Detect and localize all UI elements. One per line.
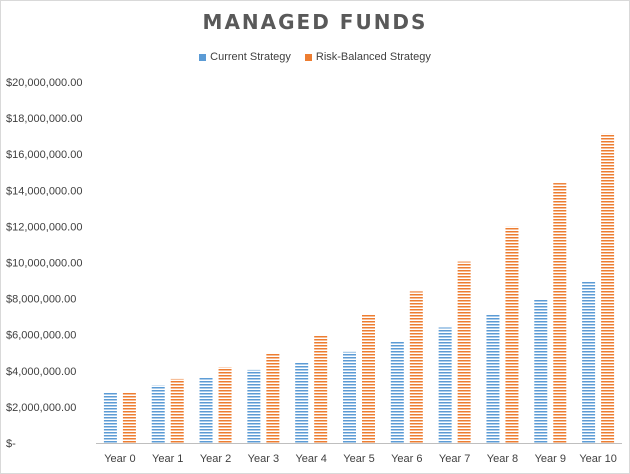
y-tick-label: $20,000,000.00 [6, 77, 82, 89]
bar-risk-balanced-strategy [362, 314, 375, 443]
bar-current-strategy [438, 327, 452, 443]
y-tick-label: $2,000,000.00 [6, 402, 76, 414]
y-tick-label: $6,000,000.00 [6, 330, 76, 342]
legend-swatch-risk-balanced [304, 53, 312, 61]
y-tick-label: $4,000,000.00 [6, 366, 76, 378]
legend-item-risk-balanced: Risk-Balanced Strategy [304, 51, 431, 63]
x-tick-label: Year 0 [104, 453, 135, 465]
bar-current-strategy [103, 392, 117, 443]
bar-current-strategy [247, 369, 261, 443]
legend: Current Strategy Risk-Balanced Strategy [0, 51, 630, 63]
bar-current-strategy [343, 351, 356, 443]
bar-risk-balanced-strategy [409, 291, 423, 443]
y-tick-label: $16,000,000.00 [6, 149, 82, 161]
legend-item-current: Current Strategy [199, 51, 291, 63]
bar-current-strategy [199, 378, 213, 443]
x-tick-label: Year 8 [487, 453, 518, 465]
bar-risk-balanced-strategy [122, 392, 136, 443]
bar-risk-balanced-strategy [314, 335, 328, 443]
x-tick-label: Year 9 [535, 453, 566, 465]
y-tick-label: $12,000,000.00 [6, 221, 82, 233]
x-tick-label: Year 7 [439, 453, 470, 465]
y-tick-label: $8,000,000.00 [6, 294, 76, 306]
y-tick-label: $14,000,000.00 [6, 185, 82, 197]
bar-risk-balanced-strategy [601, 133, 615, 443]
bar-risk-balanced-strategy [218, 367, 232, 443]
x-tick-label: Year 10 [579, 453, 617, 465]
y-tick-label: $- [6, 438, 16, 450]
legend-swatch-current [199, 53, 207, 61]
bar-risk-balanced-strategy [170, 378, 184, 443]
x-tick-label: Year 4 [295, 453, 326, 465]
bar-current-strategy [151, 385, 165, 443]
x-tick-label: Year 5 [343, 453, 374, 465]
x-tick-label: Year 2 [200, 453, 231, 465]
bar-current-strategy [486, 313, 500, 443]
bar-current-strategy [582, 281, 596, 443]
bar-current-strategy [534, 298, 548, 443]
legend-label-current: Current Strategy [210, 51, 291, 63]
y-tick-label: $10,000,000.00 [6, 258, 82, 270]
bar-current-strategy [295, 361, 309, 443]
y-tick-label: $18,000,000.00 [6, 113, 82, 125]
x-tick-label: Year 3 [248, 453, 279, 465]
bar-risk-balanced-strategy [553, 183, 567, 443]
legend-label-risk-balanced: Risk-Balanced Strategy [315, 51, 431, 63]
chart-title: MANAGED FUNDS [202, 10, 428, 34]
bar-risk-balanced-strategy [457, 261, 471, 443]
x-tick-label: Year 1 [152, 453, 183, 465]
bar-current-strategy [390, 341, 404, 443]
x-tick-label: Year 6 [391, 453, 422, 465]
bar-risk-balanced-strategy [505, 226, 519, 443]
bar-risk-balanced-strategy [266, 352, 280, 443]
